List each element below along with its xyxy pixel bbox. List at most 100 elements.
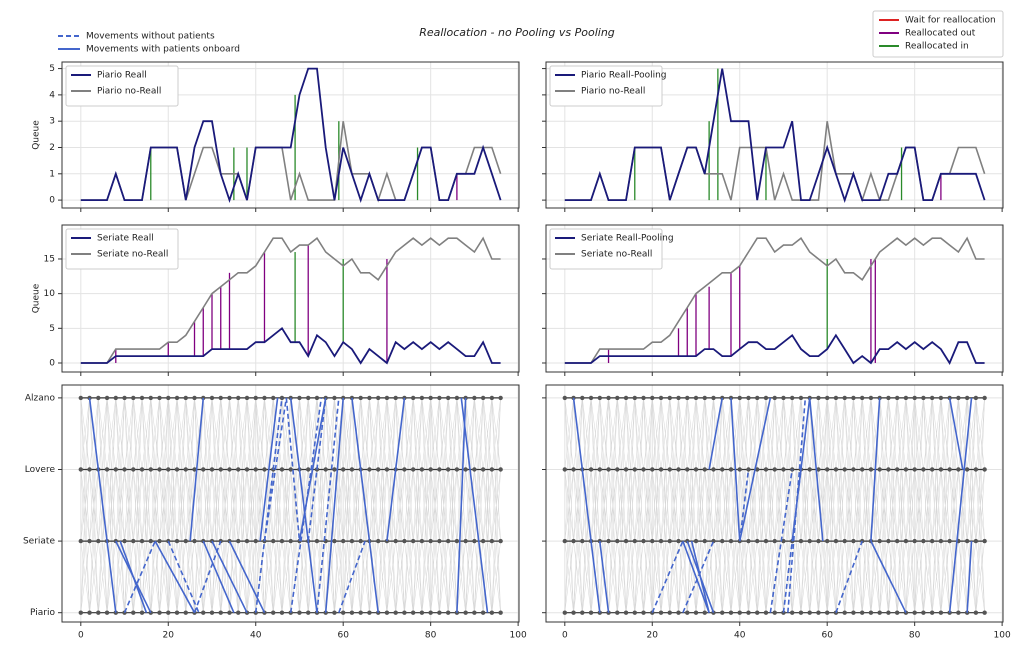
time-step-dot bbox=[711, 467, 716, 472]
time-step-dot bbox=[868, 610, 874, 615]
time-step-dot bbox=[279, 610, 285, 615]
plot-area bbox=[78, 395, 503, 615]
time-step-dot bbox=[693, 467, 699, 472]
time-step-dot bbox=[702, 395, 707, 401]
background-link bbox=[141, 397, 152, 613]
time-step-dot bbox=[921, 467, 926, 472]
time-step-dot bbox=[790, 395, 795, 401]
time-step-dot bbox=[921, 538, 926, 544]
axes-frame bbox=[545, 224, 1004, 373]
time-step-dot bbox=[973, 538, 979, 544]
background-link bbox=[958, 397, 968, 613]
time-step-dot bbox=[402, 395, 407, 401]
time-step-dot bbox=[244, 467, 250, 472]
y-tick-label: 4 bbox=[49, 90, 55, 100]
background-link bbox=[334, 397, 344, 470]
time-step-dot bbox=[166, 610, 171, 615]
background-link bbox=[229, 541, 239, 613]
background-link bbox=[652, 397, 662, 613]
time-step-dot bbox=[755, 610, 760, 615]
background-link bbox=[342, 397, 353, 613]
background-link bbox=[237, 397, 248, 613]
time-step-dot bbox=[685, 610, 690, 615]
time-step-dot bbox=[859, 395, 865, 401]
time-step-dot bbox=[78, 538, 84, 544]
background-link bbox=[89, 397, 99, 613]
time-step-dot bbox=[781, 395, 786, 401]
time-step-dot bbox=[236, 395, 241, 401]
time-step-dot bbox=[956, 610, 961, 615]
time-step-dot bbox=[868, 467, 874, 472]
time-step-dot bbox=[323, 610, 328, 615]
time-step-dot bbox=[393, 395, 398, 401]
movement bbox=[948, 397, 964, 470]
background-link bbox=[896, 397, 907, 613]
movement bbox=[167, 540, 200, 614]
time-step-dot bbox=[472, 610, 477, 615]
movement bbox=[870, 540, 907, 614]
background-link bbox=[351, 397, 361, 613]
background-link bbox=[669, 541, 679, 613]
figure-title: Reallocation - no Pooling vs Pooling bbox=[419, 26, 615, 39]
time-step-dot bbox=[851, 467, 856, 472]
background-link bbox=[150, 397, 160, 613]
background-link bbox=[89, 541, 99, 613]
time-step-dot bbox=[262, 467, 267, 472]
time-step-dot bbox=[658, 395, 664, 401]
time-step-dot bbox=[956, 467, 961, 472]
time-step-dot bbox=[271, 395, 276, 401]
time-step-dot bbox=[201, 610, 206, 615]
time-step-dot bbox=[606, 538, 611, 544]
background-link bbox=[264, 397, 274, 470]
background-link bbox=[474, 541, 484, 613]
background-link bbox=[687, 397, 697, 470]
x-tick-label: 40 bbox=[250, 631, 262, 641]
time-step-dot bbox=[720, 610, 725, 615]
background-link bbox=[360, 541, 370, 613]
time-step-dot bbox=[833, 538, 839, 544]
background-link bbox=[141, 541, 152, 613]
time-step-dot bbox=[571, 395, 576, 401]
time-step-dot bbox=[781, 538, 786, 544]
time-step-dot bbox=[790, 610, 795, 615]
time-step-dot bbox=[419, 610, 425, 615]
background-link bbox=[342, 541, 353, 613]
background-link bbox=[194, 397, 204, 613]
background-link bbox=[404, 541, 414, 613]
time-step-dot bbox=[463, 395, 468, 401]
background-link bbox=[133, 541, 143, 613]
time-step-dot bbox=[402, 610, 407, 615]
background-link bbox=[465, 541, 475, 613]
time-step-dot bbox=[859, 610, 865, 615]
background-link bbox=[949, 397, 959, 613]
time-step-dot bbox=[340, 395, 346, 401]
background-link bbox=[237, 541, 248, 613]
time-step-dot bbox=[288, 467, 293, 472]
background-link bbox=[474, 397, 484, 470]
background-link bbox=[826, 541, 837, 613]
background-link bbox=[491, 541, 501, 613]
background-link bbox=[975, 541, 985, 613]
time-step-dot bbox=[410, 395, 416, 401]
background-link bbox=[739, 541, 749, 613]
background-link bbox=[582, 541, 592, 613]
background-link bbox=[756, 541, 767, 613]
movement bbox=[966, 541, 973, 613]
background-link bbox=[456, 541, 466, 613]
background-link bbox=[430, 397, 440, 613]
time-step-dot bbox=[929, 538, 935, 544]
time-step-dot bbox=[947, 538, 952, 544]
time-step-dot bbox=[623, 467, 629, 472]
background-link bbox=[905, 397, 915, 613]
background-link bbox=[617, 541, 627, 613]
background-link bbox=[826, 397, 837, 613]
time-step-dot bbox=[349, 610, 355, 615]
time-step-dot bbox=[279, 467, 285, 472]
background-link bbox=[608, 397, 618, 613]
time-step-dot bbox=[816, 395, 821, 401]
time-step-dot bbox=[929, 395, 935, 401]
time-step-dot bbox=[702, 467, 707, 472]
movement bbox=[651, 540, 684, 614]
time-step-dot bbox=[842, 610, 847, 615]
series-line bbox=[564, 68, 986, 203]
